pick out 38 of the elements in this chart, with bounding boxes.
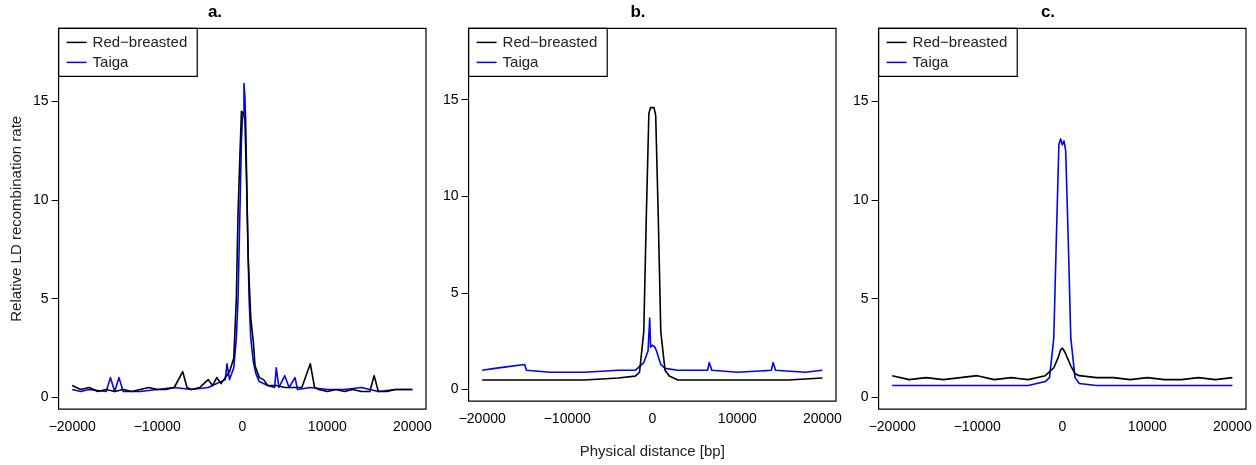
y-tick-label: 10	[442, 187, 459, 204]
y-tick-label: 15	[852, 92, 869, 109]
y-tick-label: 0	[450, 380, 459, 397]
chart-title: b.	[630, 1, 646, 21]
x-tick-label: −20000	[868, 418, 916, 435]
y-tick-label: 15	[32, 92, 49, 109]
x-tick-label: −10000	[543, 410, 591, 427]
y-tick-label: 5	[450, 283, 459, 300]
legend-label: Taiga	[502, 52, 540, 70]
legend-label: Taiga	[92, 52, 130, 70]
chart-title: c.	[1040, 1, 1056, 21]
x-tick-label: 20000	[1212, 418, 1253, 435]
legend-label: Red−breasted	[92, 32, 188, 50]
legend-label: Taiga	[912, 52, 950, 70]
x-axis-title: Physical distance [bp]	[579, 442, 725, 460]
x-tick-label: 10000	[1127, 418, 1168, 435]
x-tick-label: 20000	[392, 418, 433, 435]
y-axis-title: Relative LD recombination rate	[7, 115, 25, 322]
y-tick-label: 5	[40, 289, 49, 306]
x-tick-label: 10000	[307, 418, 348, 435]
x-tick-label: −10000	[953, 418, 1001, 435]
y-tick-label: 5	[860, 289, 869, 306]
legend-label: Red−breasted	[912, 32, 1008, 50]
y-tick-label: 10	[32, 190, 49, 207]
x-tick-label: −10000	[133, 418, 181, 435]
y-tick-label: 15	[442, 90, 459, 107]
x-tick-label: −20000	[48, 418, 96, 435]
y-tick-label: 0	[40, 388, 49, 405]
x-tick-label: 0	[1058, 418, 1067, 435]
x-tick-label: 10000	[717, 410, 758, 427]
x-tick-label: −20000	[458, 410, 506, 427]
chart-title: a.	[207, 1, 223, 21]
y-tick-label: 0	[860, 388, 869, 405]
y-tick-label: 10	[852, 190, 869, 207]
x-tick-label: 0	[648, 410, 657, 427]
x-tick-label: 0	[238, 418, 247, 435]
legend-label: Red−breasted	[502, 32, 598, 50]
x-tick-label: 20000	[802, 410, 843, 427]
